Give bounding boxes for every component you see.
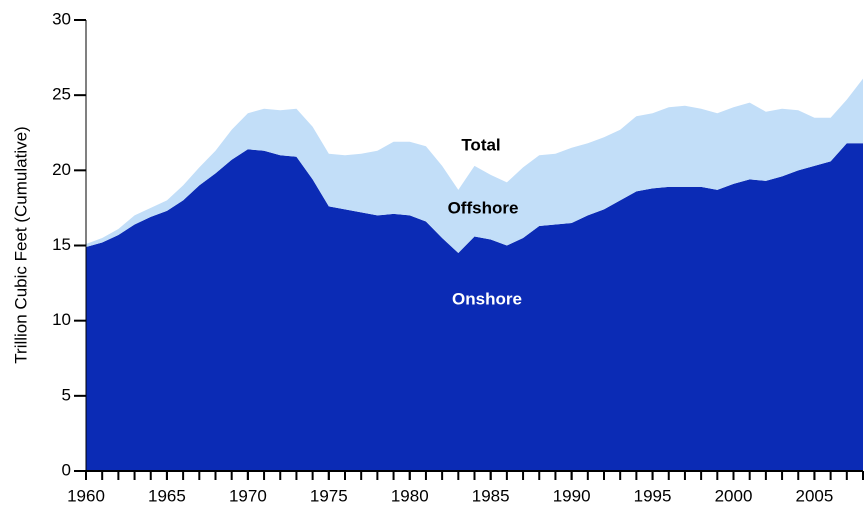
y-axis-label: Trillion Cubic Feet (Cumulative) xyxy=(11,126,30,363)
x-tick-label: 1985 xyxy=(472,486,510,505)
x-tick-label: 1975 xyxy=(310,486,348,505)
x-tick-label: 1990 xyxy=(553,486,591,505)
y-tick-label: 15 xyxy=(52,235,71,254)
x-tick-label: 2005 xyxy=(796,486,834,505)
y-tick-label: 10 xyxy=(52,310,71,329)
area xyxy=(86,143,863,472)
x-tick-label: 1980 xyxy=(391,486,429,505)
series-label: Offshore xyxy=(448,198,519,217)
y-tick-label: 0 xyxy=(62,460,71,479)
series-label: Onshore xyxy=(452,289,522,308)
x-tick-label: 2000 xyxy=(715,486,753,505)
x-tick-label: 1965 xyxy=(148,486,186,505)
annotation: Total xyxy=(461,135,500,154)
area xyxy=(86,78,863,254)
y-tick-label: 5 xyxy=(62,385,71,404)
y-tick-label: 25 xyxy=(52,85,71,104)
x-tick-label: 1960 xyxy=(67,486,105,505)
y-tick-label: 20 xyxy=(52,160,71,179)
x-tick-label: 1970 xyxy=(229,486,267,505)
y-tick-label: 30 xyxy=(52,9,71,28)
x-tick-label: 1995 xyxy=(634,486,672,505)
